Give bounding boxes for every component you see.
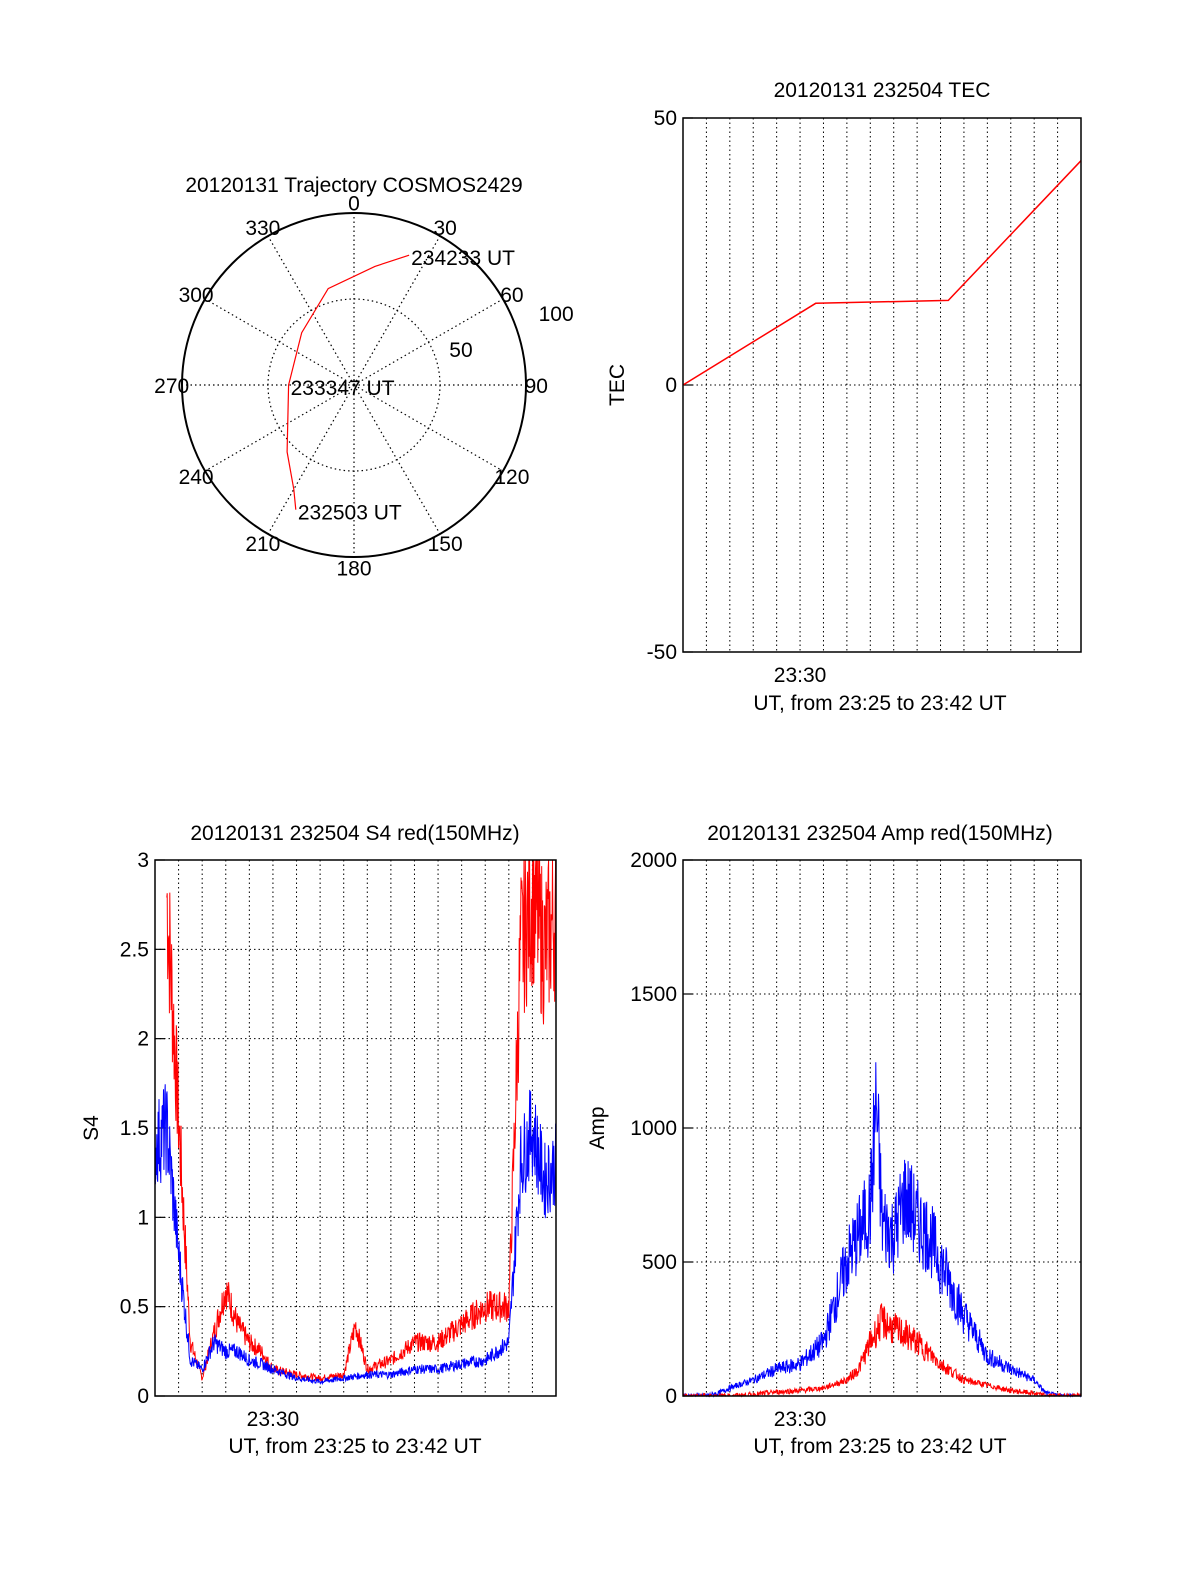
polar-spoke: [204, 384, 355, 472]
polar-trajectory-line: [286, 254, 410, 510]
polar-radial-label: 100: [539, 303, 574, 326]
polar-annotation: 233347 UT: [291, 377, 395, 400]
s4-y-tick-labels: 3 2.5 2 1.5 1 0.5 0: [120, 849, 149, 1408]
s4-ytick-label: 0.5: [120, 1296, 149, 1319]
polar-spoke: [353, 235, 441, 386]
polar-angle-label: 240: [179, 466, 214, 489]
polar-spoke: [353, 298, 504, 386]
s4-xtick-label: 23:30: [247, 1408, 300, 1431]
s4-series-line-red: [166, 859, 557, 1383]
trajectory-polar-plot: 20120131 Trajectory COSMOS2429 0 30 60 90 12…: [154, 174, 574, 580]
polar-angle-label: 270: [154, 375, 189, 398]
amp-ytick-label: 1500: [630, 983, 677, 1006]
polar-annotation: 232503 UT: [298, 502, 402, 525]
s4-frame: [154, 859, 557, 1397]
tec-series-line-red: [682, 160, 1082, 386]
s4-plot: 20120131 232504 S4 red(150MHz) 3 2.5 2 1.5 1…: [80, 822, 557, 1458]
polar-series: [286, 254, 410, 510]
amp-series-line-blue: [682, 1062, 1082, 1398]
amp-xtick-label: 23:30: [774, 1408, 827, 1431]
polar-spoke: [353, 384, 504, 472]
s4-ytick-label: 3: [137, 849, 149, 872]
polar-angle-label: 30: [433, 217, 456, 240]
polar-spoke: [267, 235, 355, 386]
tec-ylabel: TEC: [606, 364, 629, 406]
polar-angle-label: 0: [348, 193, 360, 216]
tec-x-tick-labels: 23:30: [774, 664, 827, 687]
amp-y-tick-labels: 2000 1500 1000 500 0: [630, 849, 677, 1408]
polar-angle-label: 60: [500, 284, 523, 307]
polar-radial-labels: 50 100: [449, 303, 573, 362]
s4-series: [154, 859, 557, 1386]
amp-ytick-label: 500: [642, 1251, 677, 1274]
tec-title: 20120131 232504 TEC: [774, 79, 991, 102]
tec-xlabel: UT, from 23:25 to 23:42 UT: [753, 692, 1006, 715]
s4-ytick-label: 2.5: [120, 938, 149, 961]
tec-frame: [682, 117, 1082, 653]
s4-title: 20120131 232504 S4 red(150MHz): [190, 822, 519, 845]
amp-plot: 20120131 232504 Amp red(150MHz) 2000 1500…: [586, 822, 1082, 1458]
amp-ytick-label: 0: [665, 1385, 677, 1408]
tec-ytick-label: -50: [647, 641, 677, 664]
polar-outer-circle: [181, 212, 527, 558]
polar-angle-label: 330: [245, 217, 280, 240]
tec-xtick-label: 23:30: [774, 664, 827, 687]
s4-ytick-label: 1.5: [120, 1117, 149, 1140]
amp-grid: [683, 859, 1081, 1397]
amp-frame: [682, 859, 1082, 1397]
trajectory-title: 20120131 Trajectory COSMOS2429: [185, 174, 522, 197]
polar-annotation: 234233 UT: [411, 247, 515, 270]
tec-ytick-label: 0: [665, 374, 677, 397]
amp-xlabel: UT, from 23:25 to 23:42 UT: [753, 1435, 1006, 1458]
tec-ytick-label: 50: [654, 107, 677, 130]
s4-x-tick-labels: 23:30: [247, 1408, 300, 1431]
amp-x-tick-labels: 23:30: [774, 1408, 827, 1431]
polar-spoke: [204, 298, 355, 386]
polar-angle-label: 120: [494, 466, 529, 489]
polar-spoke: [267, 384, 355, 535]
polar-radial-label: 50: [449, 339, 472, 362]
polar-angle-label: 90: [525, 375, 548, 398]
polar-grid: [182, 213, 526, 557]
s4-ytick-label: 0: [137, 1385, 149, 1408]
polar-angle-label: 210: [245, 533, 280, 556]
s4-ylabel: S4: [80, 1115, 103, 1141]
polar-annotations: 234233 UT 233347 UT 232503 UT: [291, 247, 516, 525]
tec-grid: [683, 117, 1081, 653]
s4-ytick-label: 2: [137, 1028, 149, 1051]
s4-ytick-label: 1: [137, 1206, 149, 1229]
polar-angle-label: 150: [428, 533, 463, 556]
s4-grid: [155, 859, 556, 1397]
polar-angle-label: 180: [336, 557, 371, 580]
amp-ytick-label: 1000: [630, 1117, 677, 1140]
polar-angle-label: 300: [179, 284, 214, 307]
polar-spoke: [353, 384, 441, 535]
s4-series-line-blue: [154, 1084, 557, 1386]
amp-series-line-red: [682, 1303, 1082, 1398]
tec-y-tick-labels: 50 0 -50: [647, 107, 677, 664]
tec-series: [682, 160, 1082, 386]
tec-plot: 20120131 232504 TEC 50 0 -50 23:30 TEC UT,…: [606, 79, 1082, 715]
polar-angle-labels: 0 30 60 90 120 150 180 210 240 270 300 330: [154, 193, 548, 581]
amp-title: 20120131 232504 Amp red(150MHz): [707, 822, 1053, 845]
s4-xlabel: UT, from 23:25 to 23:42 UT: [228, 1435, 481, 1458]
amp-ytick-label: 2000: [630, 849, 677, 872]
amp-series: [682, 1062, 1082, 1398]
amp-ylabel: Amp: [586, 1106, 609, 1149]
